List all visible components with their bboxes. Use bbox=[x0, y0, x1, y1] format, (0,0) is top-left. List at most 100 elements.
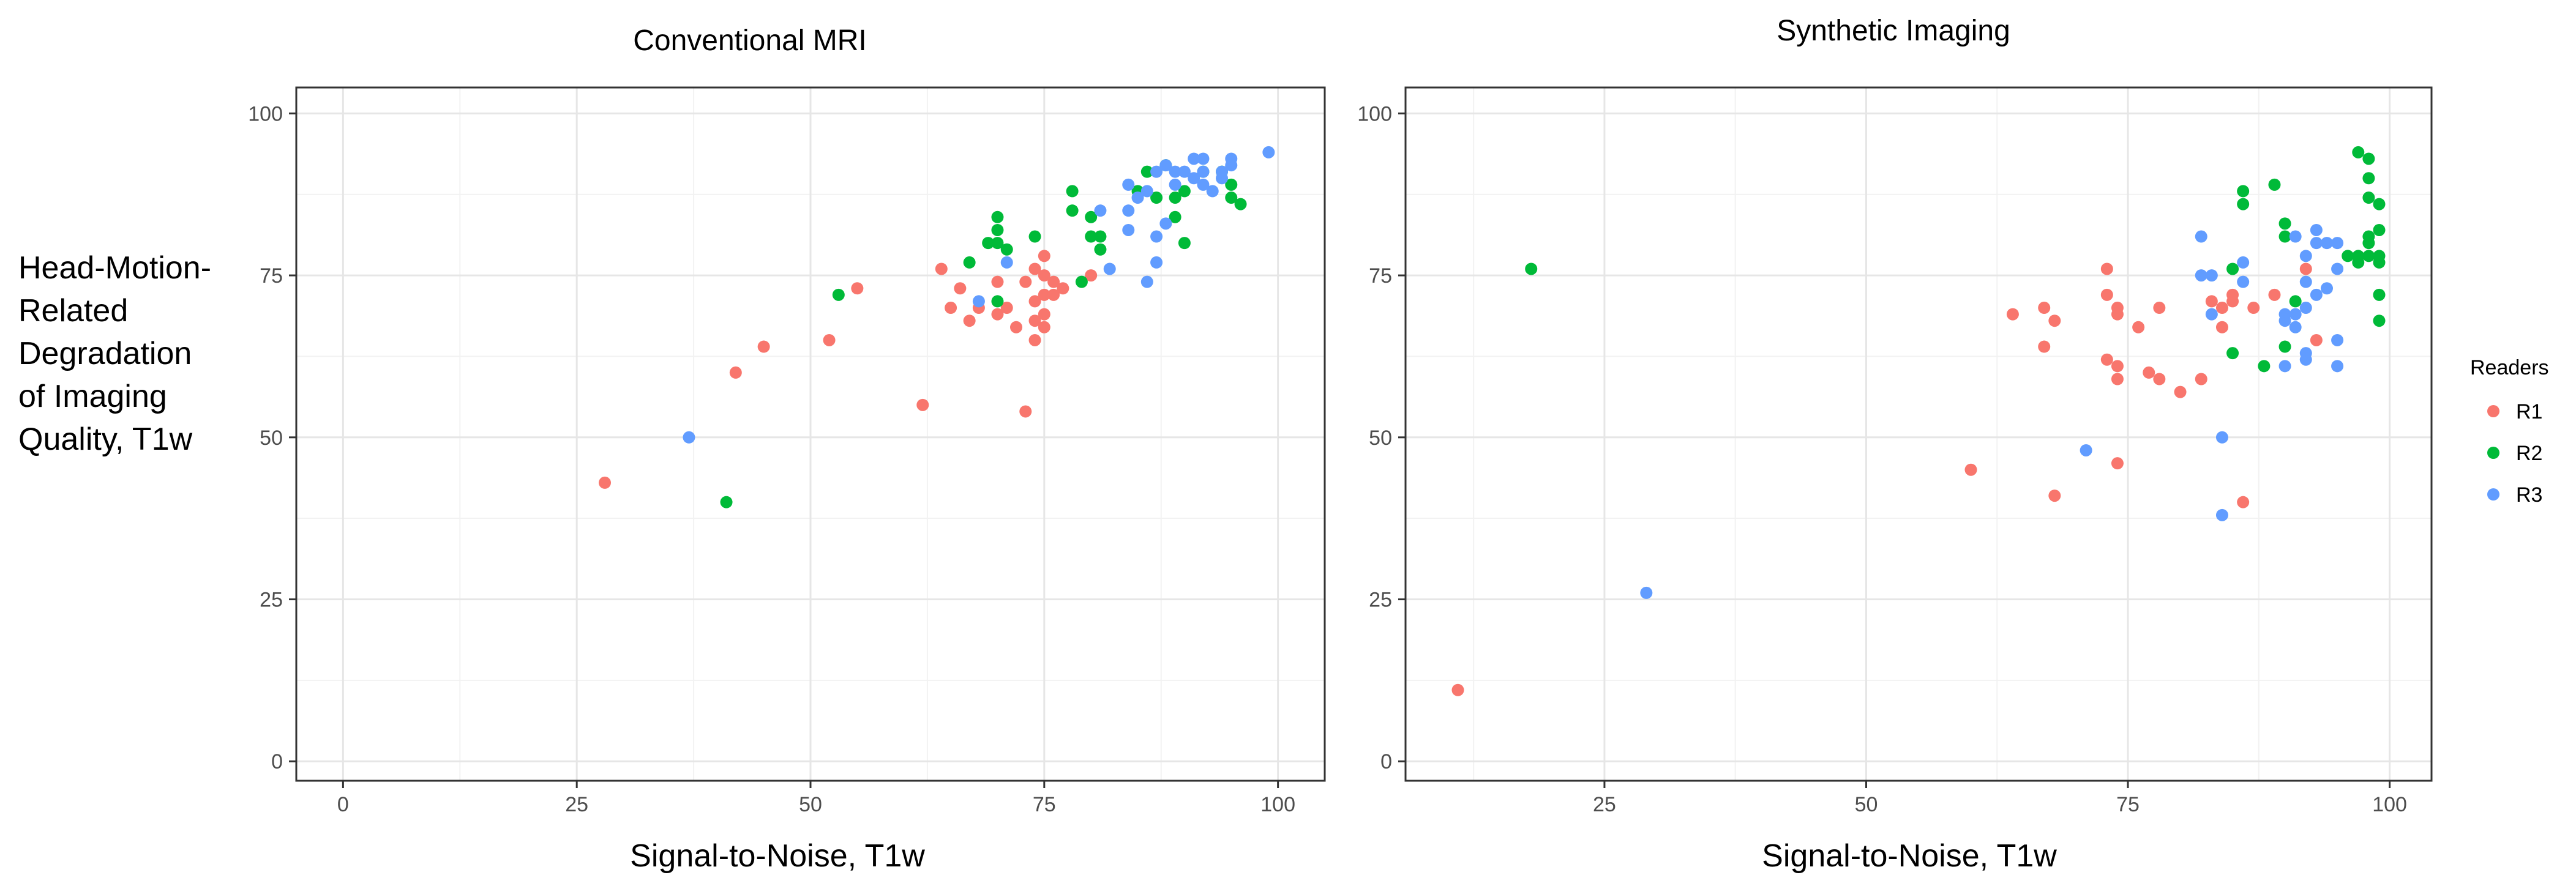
data-point-r3 bbox=[972, 295, 985, 308]
data-point-r3 bbox=[2320, 282, 2333, 295]
data-point-r3 bbox=[1122, 223, 1135, 236]
data-point-r1 bbox=[2100, 262, 2113, 275]
data-point-r2 bbox=[991, 210, 1004, 223]
data-point-r3 bbox=[1159, 159, 1172, 172]
data-point-r3 bbox=[2299, 250, 2312, 262]
data-point-r1 bbox=[991, 308, 1004, 321]
data-point-r1 bbox=[1028, 295, 1041, 308]
x-axis-title-left: Signal-to-Noise, T1w bbox=[630, 838, 925, 874]
data-point-r2 bbox=[1094, 230, 1107, 243]
data-point-r2 bbox=[1169, 210, 1181, 223]
data-point-r3 bbox=[2331, 333, 2344, 346]
data-point-r2 bbox=[1150, 192, 1163, 204]
y-axis-title-line-2: Related bbox=[18, 293, 128, 329]
data-point-r2 bbox=[1225, 178, 1238, 191]
data-point-r1 bbox=[954, 282, 967, 295]
data-point-r2 bbox=[2237, 185, 2250, 198]
data-point-r2 bbox=[1525, 262, 1538, 275]
data-point-r3 bbox=[2299, 275, 2312, 288]
data-point-r1 bbox=[2111, 373, 2124, 385]
data-point-r2 bbox=[963, 256, 976, 269]
data-point-r2 bbox=[2362, 192, 2375, 204]
data-point-r1 bbox=[2132, 321, 2145, 333]
data-point-r2 bbox=[982, 237, 995, 250]
data-point-r1 bbox=[2310, 333, 2323, 346]
data-point-r1 bbox=[1038, 250, 1050, 262]
data-point-r3 bbox=[1197, 165, 1210, 178]
data-point-r3 bbox=[1094, 204, 1107, 217]
data-point-r1 bbox=[2226, 295, 2239, 308]
x-tick-label: 50 bbox=[799, 793, 822, 816]
data-point-r3 bbox=[2310, 288, 2323, 301]
legend-label-r2: R2 bbox=[2516, 442, 2542, 465]
data-point-r1 bbox=[2111, 360, 2124, 373]
x-tick-label: 75 bbox=[2116, 793, 2140, 816]
data-point-r2 bbox=[720, 496, 733, 508]
data-point-r3 bbox=[1197, 178, 1210, 191]
y-tick-label: 25 bbox=[1369, 589, 1392, 612]
data-point-r3 bbox=[2289, 308, 2302, 321]
y-tick-label: 50 bbox=[260, 426, 283, 450]
chart-title-left: Conventional MRI bbox=[633, 24, 867, 57]
data-point-r1 bbox=[2174, 385, 2187, 398]
data-point-r2 bbox=[2373, 223, 2386, 236]
data-point-r2 bbox=[1085, 210, 1098, 223]
data-point-r3 bbox=[1169, 178, 1181, 191]
legend: Readers R1 R2 R3 bbox=[2470, 356, 2549, 507]
y-axis-title-line-4: of Imaging bbox=[18, 379, 167, 414]
data-point-r2 bbox=[2258, 360, 2271, 373]
data-point-r2 bbox=[2362, 152, 2375, 165]
data-point-r1 bbox=[935, 262, 948, 275]
data-point-r2 bbox=[2342, 250, 2354, 262]
data-point-r3 bbox=[2237, 256, 2250, 269]
plot-border-right bbox=[1404, 86, 2433, 782]
data-point-r1 bbox=[945, 302, 957, 315]
data-point-r2 bbox=[2226, 347, 2239, 360]
y-tick-label: 75 bbox=[1369, 264, 1392, 288]
data-point-r1 bbox=[1038, 308, 1050, 321]
x-tick-label: 25 bbox=[565, 793, 588, 816]
y-axis-title-line-3: Degradation bbox=[18, 336, 192, 371]
data-point-r2 bbox=[1178, 237, 1191, 250]
data-point-r1 bbox=[2153, 373, 2166, 385]
data-point-r3 bbox=[1216, 165, 1228, 178]
data-point-r3 bbox=[1150, 256, 1163, 269]
data-point-r1 bbox=[1019, 275, 1032, 288]
data-point-r1 bbox=[1038, 288, 1050, 301]
data-point-r1 bbox=[963, 315, 976, 327]
data-point-r1 bbox=[2153, 302, 2166, 315]
data-point-r2 bbox=[2278, 230, 2291, 243]
data-point-r2 bbox=[991, 237, 1004, 250]
data-point-r1 bbox=[757, 340, 770, 353]
data-point-r1 bbox=[1019, 405, 1032, 418]
data-point-r2 bbox=[1028, 230, 1041, 243]
y-axis-title-line-5: Quality, T1w bbox=[18, 422, 193, 457]
data-point-r3 bbox=[1197, 152, 1210, 165]
data-point-r2 bbox=[1140, 165, 1153, 178]
legend-key-r2 bbox=[2487, 447, 2499, 459]
data-point-r2 bbox=[991, 295, 1004, 308]
data-point-r3 bbox=[1103, 262, 1116, 275]
data-point-r3 bbox=[2215, 508, 2228, 521]
y-tick-label: 0 bbox=[1380, 750, 1392, 773]
data-point-r3 bbox=[1140, 185, 1153, 198]
data-point-r1 bbox=[2038, 340, 2051, 353]
data-point-r1 bbox=[2100, 353, 2113, 366]
data-point-r2 bbox=[2278, 217, 2291, 230]
data-point-r1 bbox=[2299, 262, 2312, 275]
data-point-r1 bbox=[1047, 275, 1060, 288]
data-point-r1 bbox=[1010, 321, 1022, 333]
data-point-r2 bbox=[2373, 256, 2386, 269]
data-point-r3 bbox=[2289, 321, 2302, 333]
data-point-r2 bbox=[2362, 172, 2375, 185]
points-right bbox=[1451, 146, 2386, 696]
data-point-r2 bbox=[1169, 192, 1181, 204]
data-point-r1 bbox=[1057, 282, 1069, 295]
data-point-r2 bbox=[832, 288, 845, 301]
data-point-r2 bbox=[2373, 288, 2386, 301]
data-point-r1 bbox=[1028, 315, 1041, 327]
data-point-r1 bbox=[2143, 366, 2155, 379]
panel-synthetic-imaging: Synthetic Imaging 25 50 75 100 0 25 50 75 100 Si… bbox=[1357, 15, 2433, 874]
data-point-r3 bbox=[1131, 192, 1144, 204]
